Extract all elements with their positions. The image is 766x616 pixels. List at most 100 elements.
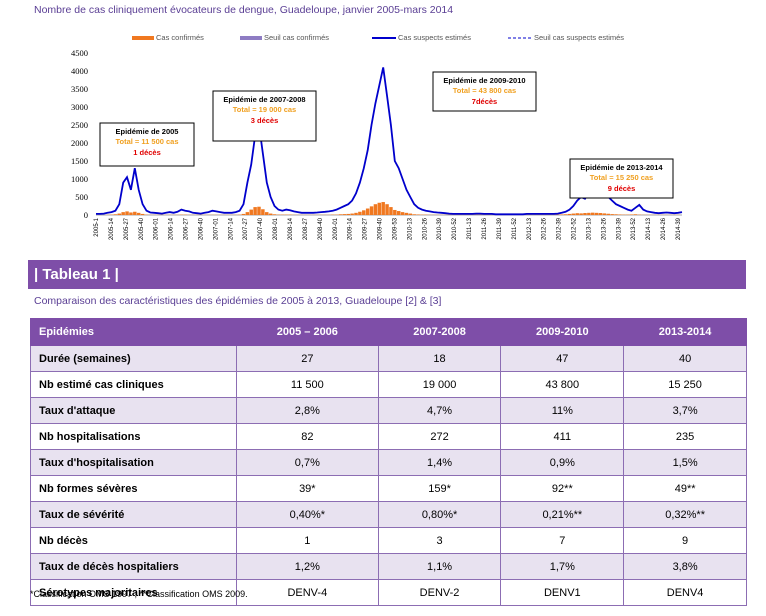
bar-confirmed: [408, 213, 413, 215]
table-cell: 3,7%: [623, 397, 747, 424]
x-tick-label: 2008-01: [273, 217, 279, 240]
y-tick-label: 2500: [71, 120, 88, 130]
y-tick-label: 1500: [71, 156, 88, 166]
x-tick-label: 2014-13: [646, 217, 652, 240]
table-cell: 0,40%*: [236, 501, 379, 528]
annotation-title: Epidémie de 2005: [116, 127, 179, 136]
table-cell: 27: [236, 345, 379, 372]
bar-confirmed: [559, 214, 564, 215]
table-row: Nb décès 1 3 7 9: [30, 527, 747, 554]
table-cell: 82: [236, 423, 379, 450]
table-cell: DENV4: [623, 579, 747, 606]
table-banner: | Tableau 1 |: [28, 260, 746, 289]
bar-confirmed: [567, 213, 572, 215]
x-tick-label: 2009-27: [363, 217, 369, 240]
bar-confirmed: [265, 212, 269, 215]
bar-confirmed: [253, 207, 257, 215]
table-cell: 43 800: [500, 371, 625, 398]
bar-confirmed: [140, 213, 145, 215]
annotation-deaths: 9 décès: [608, 184, 636, 193]
bar-confirmed: [272, 214, 277, 215]
x-tick-label: 2007-40: [258, 217, 264, 240]
table-cell: DENV-2: [377, 579, 502, 606]
bar-confirmed: [354, 212, 358, 215]
annotation-title: Epidémie de 2009-2010: [443, 76, 525, 85]
bar-confirmed: [261, 209, 265, 215]
bar-confirmed: [412, 214, 416, 215]
x-tick-label: 2009-40: [378, 217, 384, 240]
table-cell: DENV1: [500, 579, 625, 606]
bar-confirmed: [129, 212, 133, 215]
table-header-row: Epidémies 2005 – 2006 2007-2008 2009-2010 20…: [30, 318, 747, 346]
table-cell: 0,7%: [236, 449, 379, 476]
table-cell: 0,32%**: [623, 501, 747, 528]
bar-confirmed: [133, 211, 137, 215]
x-tick-label: 2007-14: [228, 217, 234, 240]
bar-confirmed: [598, 213, 603, 215]
bar-confirmed: [400, 212, 405, 215]
bar-confirmed: [346, 213, 350, 215]
x-tick-label: 2007-01: [213, 217, 219, 240]
bar-confirmed: [575, 213, 579, 215]
table-cell: 18: [377, 345, 502, 372]
bar-confirmed: [342, 214, 347, 215]
bar-confirmed: [618, 214, 622, 215]
bar-confirmed: [614, 214, 618, 215]
chart-title: Nombre de cas cliniquement évocateurs de…: [34, 4, 454, 16]
row-label: Nb formes sévères: [30, 475, 237, 502]
bar-confirmed: [350, 213, 354, 215]
table-row: Nb estimé cas cliniques 11 500 19 000 43 80…: [30, 371, 747, 398]
row-label: Taux de sévérité: [30, 501, 237, 528]
x-tick-label: 2008-14: [288, 217, 294, 240]
table-body: Durée (semaines) 27 18 47 40 Nb estimé cas cl…: [30, 345, 747, 606]
table-cell: 0,80%*: [377, 501, 502, 528]
bar-confirmed: [610, 214, 614, 215]
annotation-title: Epidémie de 2013-2014: [580, 163, 663, 172]
table-header-cell: 2009-2010: [500, 318, 625, 346]
x-tick-label: 2013-13: [587, 217, 593, 240]
table-cell: 0,21%**: [500, 501, 625, 528]
table-header-cell: 2013-2014: [623, 318, 747, 346]
bar-confirmed: [389, 207, 393, 215]
annotation-box: [569, 158, 674, 199]
bar-confirmed: [606, 213, 610, 215]
legend-swatch: [240, 36, 262, 40]
bar-confirmed: [563, 214, 568, 215]
bar-confirmed: [117, 213, 122, 215]
x-tick-label: 2012-13: [527, 217, 533, 240]
annotation-deaths: 3 décès: [251, 116, 279, 125]
bar-confirmed: [396, 211, 401, 215]
bar-confirmed: [373, 204, 378, 215]
row-label: Nb décès: [30, 527, 237, 554]
annotation-deaths: 7décès: [472, 97, 497, 106]
table-header-cell: 2005 – 2006: [236, 318, 379, 346]
x-tick-label: 2014-26: [661, 217, 667, 240]
x-tick-label: 2011-26: [482, 217, 488, 239]
bar-confirmed: [571, 213, 576, 215]
table-cell: 1,1%: [377, 553, 502, 580]
table-cell: 235: [623, 423, 747, 450]
annotation-box: [212, 90, 317, 142]
table-cell: 39*: [236, 475, 379, 502]
y-tick-label: 4000: [71, 66, 88, 76]
table-cell: 1: [236, 527, 379, 554]
table-cell: 1,4%: [377, 449, 502, 476]
x-tick-label: 2010-13: [407, 217, 413, 240]
table-row: Sérotypes majoritaires DENV-4 DENV-2 DENV1 D…: [30, 579, 747, 606]
bar-confirmed: [369, 206, 374, 215]
annotation-total: Total = 19 000 cas: [233, 105, 296, 114]
annotation-total: Total = 15 250 cas: [590, 173, 653, 182]
table-cell: 2,8%: [236, 397, 379, 424]
x-tick-label: 2009-01: [333, 217, 339, 240]
table-cell: 0,9%: [500, 449, 625, 476]
table-row: Taux d'attaque 2,8% 4,7% 11% 3,7%: [30, 397, 747, 424]
table-cell: 9: [623, 527, 747, 554]
table-cell: 11%: [500, 397, 625, 424]
bar-confirmed: [583, 213, 587, 215]
table-cell: 411: [500, 423, 625, 450]
bar-confirmed: [602, 213, 607, 215]
bar-confirmed: [381, 202, 385, 215]
bar-confirmed: [594, 212, 599, 215]
bar-confirmed: [358, 211, 362, 215]
x-tick-label: 2009-14: [348, 217, 354, 240]
